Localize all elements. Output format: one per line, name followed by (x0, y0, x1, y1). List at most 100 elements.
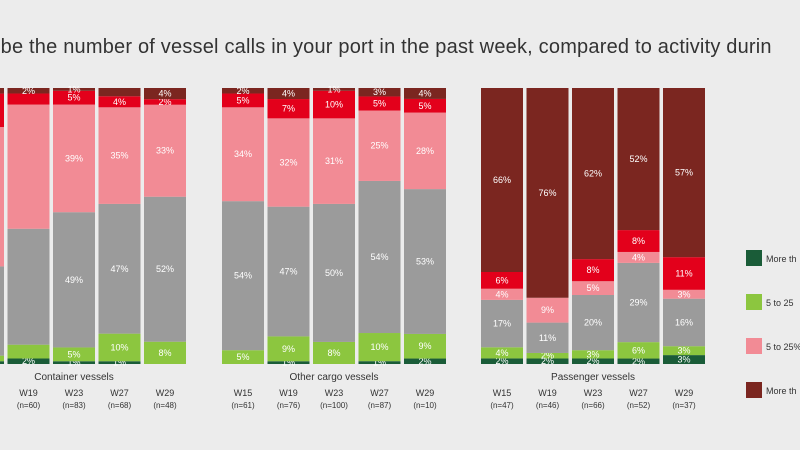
data-label: 8% (586, 265, 599, 275)
x-tick-count: (n=47) (490, 401, 514, 410)
data-label: 32% (279, 158, 297, 168)
bar-segment-more-than-50-decrease (617, 88, 660, 231)
x-tick-label: W23 (584, 388, 603, 398)
bar-segment-more-than-50-decrease (144, 88, 186, 100)
bar-segment-5-to-25-decrease (144, 104, 186, 197)
data-label: 6% (495, 275, 508, 285)
data-label: 52% (156, 264, 174, 274)
data-label: 1% (373, 358, 386, 368)
bar-segment-25-to-50-decrease (358, 96, 401, 111)
data-label: 3% (373, 87, 386, 97)
bar-segment-5-to-25-increase (526, 352, 569, 359)
data-label: 2% (586, 356, 599, 366)
bar-segment-similar (222, 201, 264, 351)
bar-segment-similar (313, 203, 355, 342)
bar-segment-5-to-25-decrease (481, 288, 523, 300)
bar-segment-similar (7, 228, 50, 345)
bar-segment-5-to-25-increase (313, 341, 355, 364)
bar-segment-more-than-25-increase (358, 361, 401, 364)
x-tick-count: (n=46) (536, 401, 560, 410)
data-label: 4% (418, 88, 431, 98)
bar-segment-5-to-25-decrease (7, 104, 50, 229)
bar-segment-more-than-50-decrease (98, 88, 141, 97)
legend-swatch (746, 294, 762, 310)
bar-segment-more-than-50-decrease (481, 88, 523, 272)
bar-segment-5-to-25-increase (222, 350, 264, 364)
data-label: 5% (418, 101, 431, 111)
data-label: 3% (677, 355, 690, 365)
bar-segment-25-to-50-decrease (481, 272, 523, 289)
data-label: 35% (110, 151, 128, 161)
data-label: 57% (675, 168, 693, 178)
data-label: 7% (282, 104, 295, 114)
bar-segment-5-to-25-increase (267, 336, 310, 362)
bar-segment-25-to-50-decrease (0, 93, 4, 128)
x-tick-count: (n=100) (320, 401, 348, 410)
data-label: 5% (67, 349, 80, 359)
bar-segment-25-to-50-decrease (53, 90, 95, 105)
data-label: 6% (632, 345, 645, 355)
data-label: 8% (158, 348, 171, 358)
data-label: 5% (373, 98, 386, 108)
x-tick-label: W23 (325, 388, 344, 398)
x-tick-count: (n=66) (581, 401, 605, 410)
bar-segment-similar (53, 212, 95, 348)
data-label: 5% (586, 283, 599, 293)
bar-segment-5-to-25-decrease (572, 281, 614, 295)
data-label: 54% (370, 252, 388, 262)
data-label: 76% (538, 188, 556, 198)
data-label: 2% (158, 97, 171, 107)
x-tick-label: W29 (416, 388, 435, 398)
x-tick-label: W15 (234, 388, 253, 398)
data-label: 2% (541, 351, 554, 361)
bar-segment-more-than-50-decrease (267, 88, 310, 100)
bar-segment-25-to-50-decrease (313, 90, 355, 119)
group-label: Container vessels (34, 372, 113, 383)
x-tick-count: (n=52) (627, 401, 651, 410)
data-label: 62% (584, 169, 602, 179)
bar-segment-similar (358, 180, 401, 334)
bar-segment-5-to-25-increase (53, 347, 95, 362)
x-tick-count: (n=37) (672, 401, 696, 410)
bar-segment-more-than-50-decrease (404, 88, 446, 99)
bar-segment-5-to-25-increase (617, 342, 660, 359)
data-label: 10% (370, 342, 388, 352)
group-label: Other cargo vessels (290, 372, 379, 383)
data-label: 47% (110, 264, 128, 274)
data-label: 16% (675, 317, 693, 327)
bar-segment-similar (663, 298, 705, 347)
data-label: 5% (67, 93, 80, 103)
x-tick-count: (n=68) (108, 401, 132, 410)
x-tick-label: W29 (675, 388, 694, 398)
bar-segment-5-to-25-increase (144, 341, 186, 364)
data-label: 4% (158, 89, 171, 99)
x-tick-count: (n=87) (368, 401, 392, 410)
data-label: 4% (495, 289, 508, 299)
data-label: 4% (495, 348, 508, 358)
bar-segment-5-to-25-decrease (53, 104, 95, 213)
bar-segment-more-than-25-increase (7, 358, 50, 364)
data-label: 3% (677, 289, 690, 299)
bar-segment-similar (144, 196, 186, 342)
data-label: 28% (416, 146, 434, 156)
bar-segment-more-than-25-increase (53, 361, 95, 364)
x-tick-label: W19 (538, 388, 557, 398)
data-label: 11% (675, 268, 692, 278)
bar-segment-similar (572, 295, 614, 351)
legend-label: 5 to 25 (766, 298, 794, 308)
data-label: 54% (234, 271, 252, 281)
x-tick-count: (n=60) (17, 401, 41, 410)
bar-segment-more-than-50-decrease (358, 88, 401, 97)
bar-segment-more-than-25-increase (481, 358, 523, 364)
x-tick-label: W27 (110, 388, 129, 398)
bar-segment-25-to-50-decrease (404, 98, 446, 113)
data-label: 9% (418, 341, 431, 351)
legend-swatch (746, 382, 762, 398)
bar-segment-5-to-25-increase (7, 344, 50, 359)
data-label: 53% (416, 257, 434, 267)
bar-segment-more-than-50-decrease (572, 88, 614, 260)
x-tick-label: W15 (493, 388, 512, 398)
bar-segment-5-to-25-decrease (98, 107, 141, 204)
